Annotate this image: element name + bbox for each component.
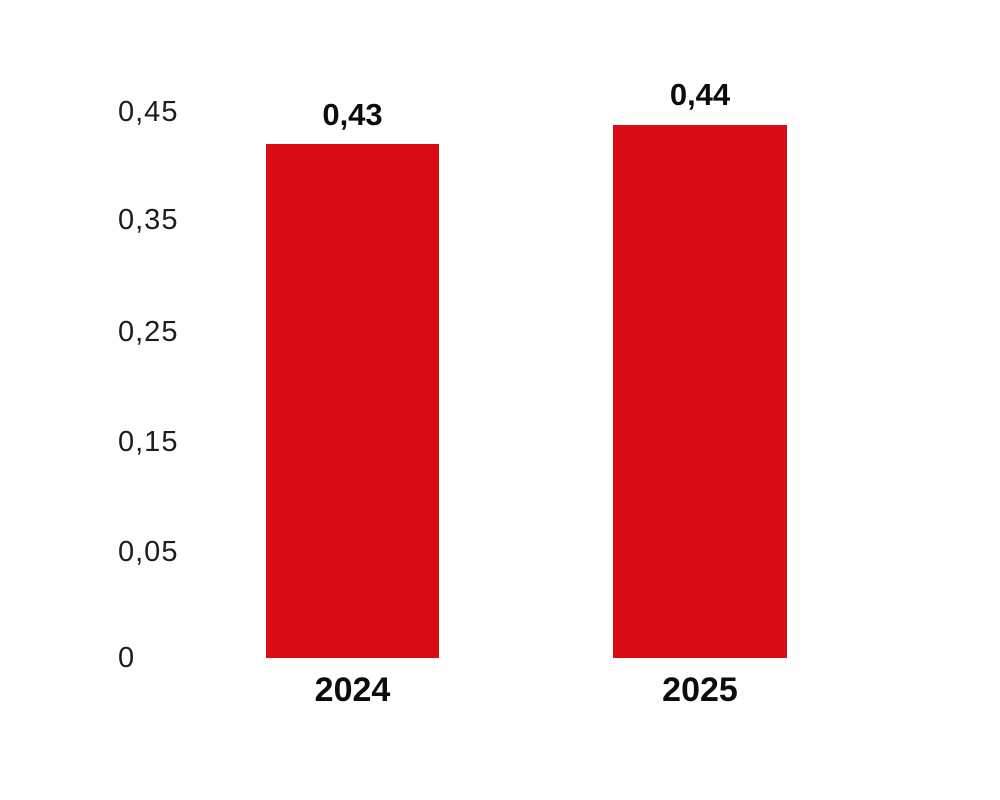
category-label-2025: 2025 [662, 671, 738, 709]
value-label-2024: 0,43 [322, 97, 383, 132]
y-axis-tick-label-0_45: 0,45 [118, 96, 179, 128]
bar-2025 [613, 125, 787, 658]
value-label-2025: 0,44 [669, 77, 731, 112]
y-axis-tick-label-0_05: 0,05 [118, 536, 179, 568]
y-axis-tick-label-0: 0 [118, 642, 136, 674]
y-axis-tick-label-0_35: 0,35 [118, 204, 179, 236]
y-axis-tick-label-0_25: 0,25 [118, 316, 179, 348]
bar-2024 [266, 144, 439, 658]
category-label-2024: 2024 [314, 671, 391, 709]
y-axis-tick-label-0_15: 0,15 [118, 426, 179, 458]
